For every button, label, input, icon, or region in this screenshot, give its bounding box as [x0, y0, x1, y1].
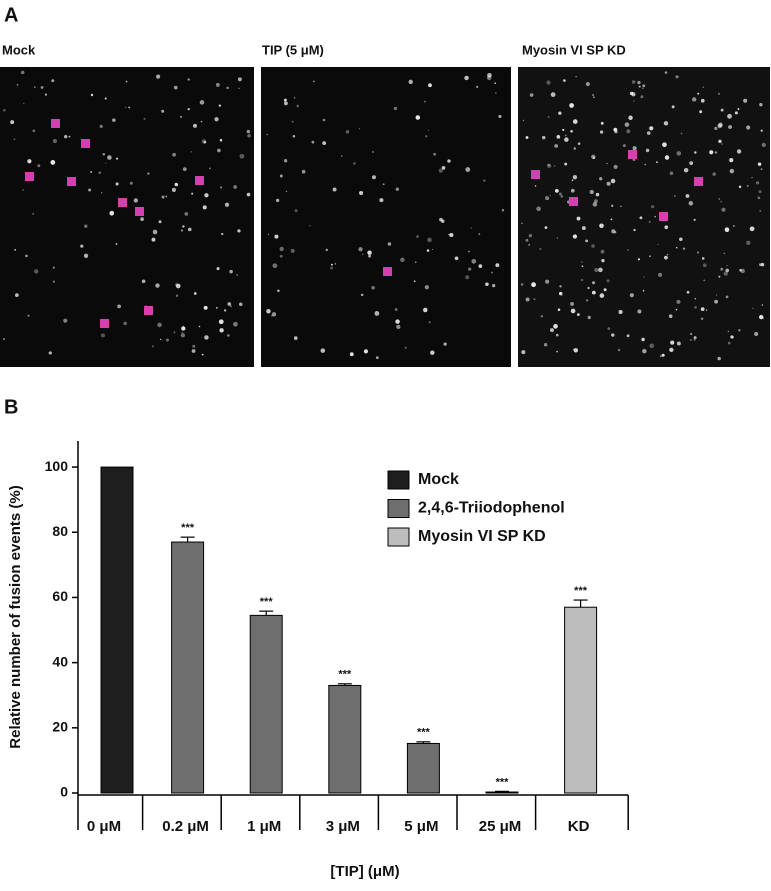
panel-label: A [4, 4, 18, 26]
image-title: TIP (5 μM) [262, 42, 324, 57]
significance-label: *** [496, 776, 510, 788]
micrograph [0, 67, 254, 367]
bar [406, 742, 440, 794]
image-title: Mock [2, 42, 36, 57]
image-title: Myosin VI SP KD [522, 42, 626, 57]
y-tick-label: 80 [52, 523, 68, 539]
y-tick-label: 40 [52, 653, 68, 669]
legend-label: Mock [418, 471, 459, 488]
x-tick-label: 3 μM [326, 818, 360, 835]
x-tick-label: KD [568, 818, 590, 835]
y-tick-label: 60 [52, 588, 68, 604]
y-tick-label: 0 [60, 784, 68, 800]
micrograph [261, 67, 511, 367]
significance-label: *** [574, 585, 588, 597]
legend-swatch [387, 499, 410, 518]
bar [100, 466, 134, 794]
bar [328, 684, 362, 794]
legend-label: Myosin VI SP KD [418, 528, 546, 545]
y-tick-label: 20 [52, 719, 68, 735]
y-axis-title: Relative number of fusion events (%) [7, 485, 24, 748]
x-tick-label: 1 μM [247, 818, 281, 835]
bar [249, 614, 283, 794]
speckles [2, 70, 766, 361]
y-tick-label: 100 [45, 458, 69, 474]
x-tick-label: 25 μM [479, 818, 522, 835]
legend-label: 2,4,6-Triiodophenol [418, 500, 565, 517]
legend-swatch [387, 470, 410, 490]
bar [171, 541, 205, 794]
event-markers [25, 119, 703, 328]
significance-label: *** [338, 669, 352, 681]
significance-label: *** [417, 727, 431, 739]
bar [485, 791, 519, 794]
bar [564, 606, 598, 794]
significance-label: *** [260, 596, 274, 608]
legend-swatch [387, 527, 410, 547]
x-axis-title: [TIP] (μM) [330, 863, 399, 880]
x-tick-label: 5 μM [404, 818, 438, 835]
significance-label: *** [181, 522, 195, 534]
x-tick-label: 0.2 μM [162, 818, 209, 835]
micrograph [518, 67, 770, 367]
panel-label: B [4, 396, 18, 418]
x-tick-label: 0 μM [87, 818, 121, 835]
